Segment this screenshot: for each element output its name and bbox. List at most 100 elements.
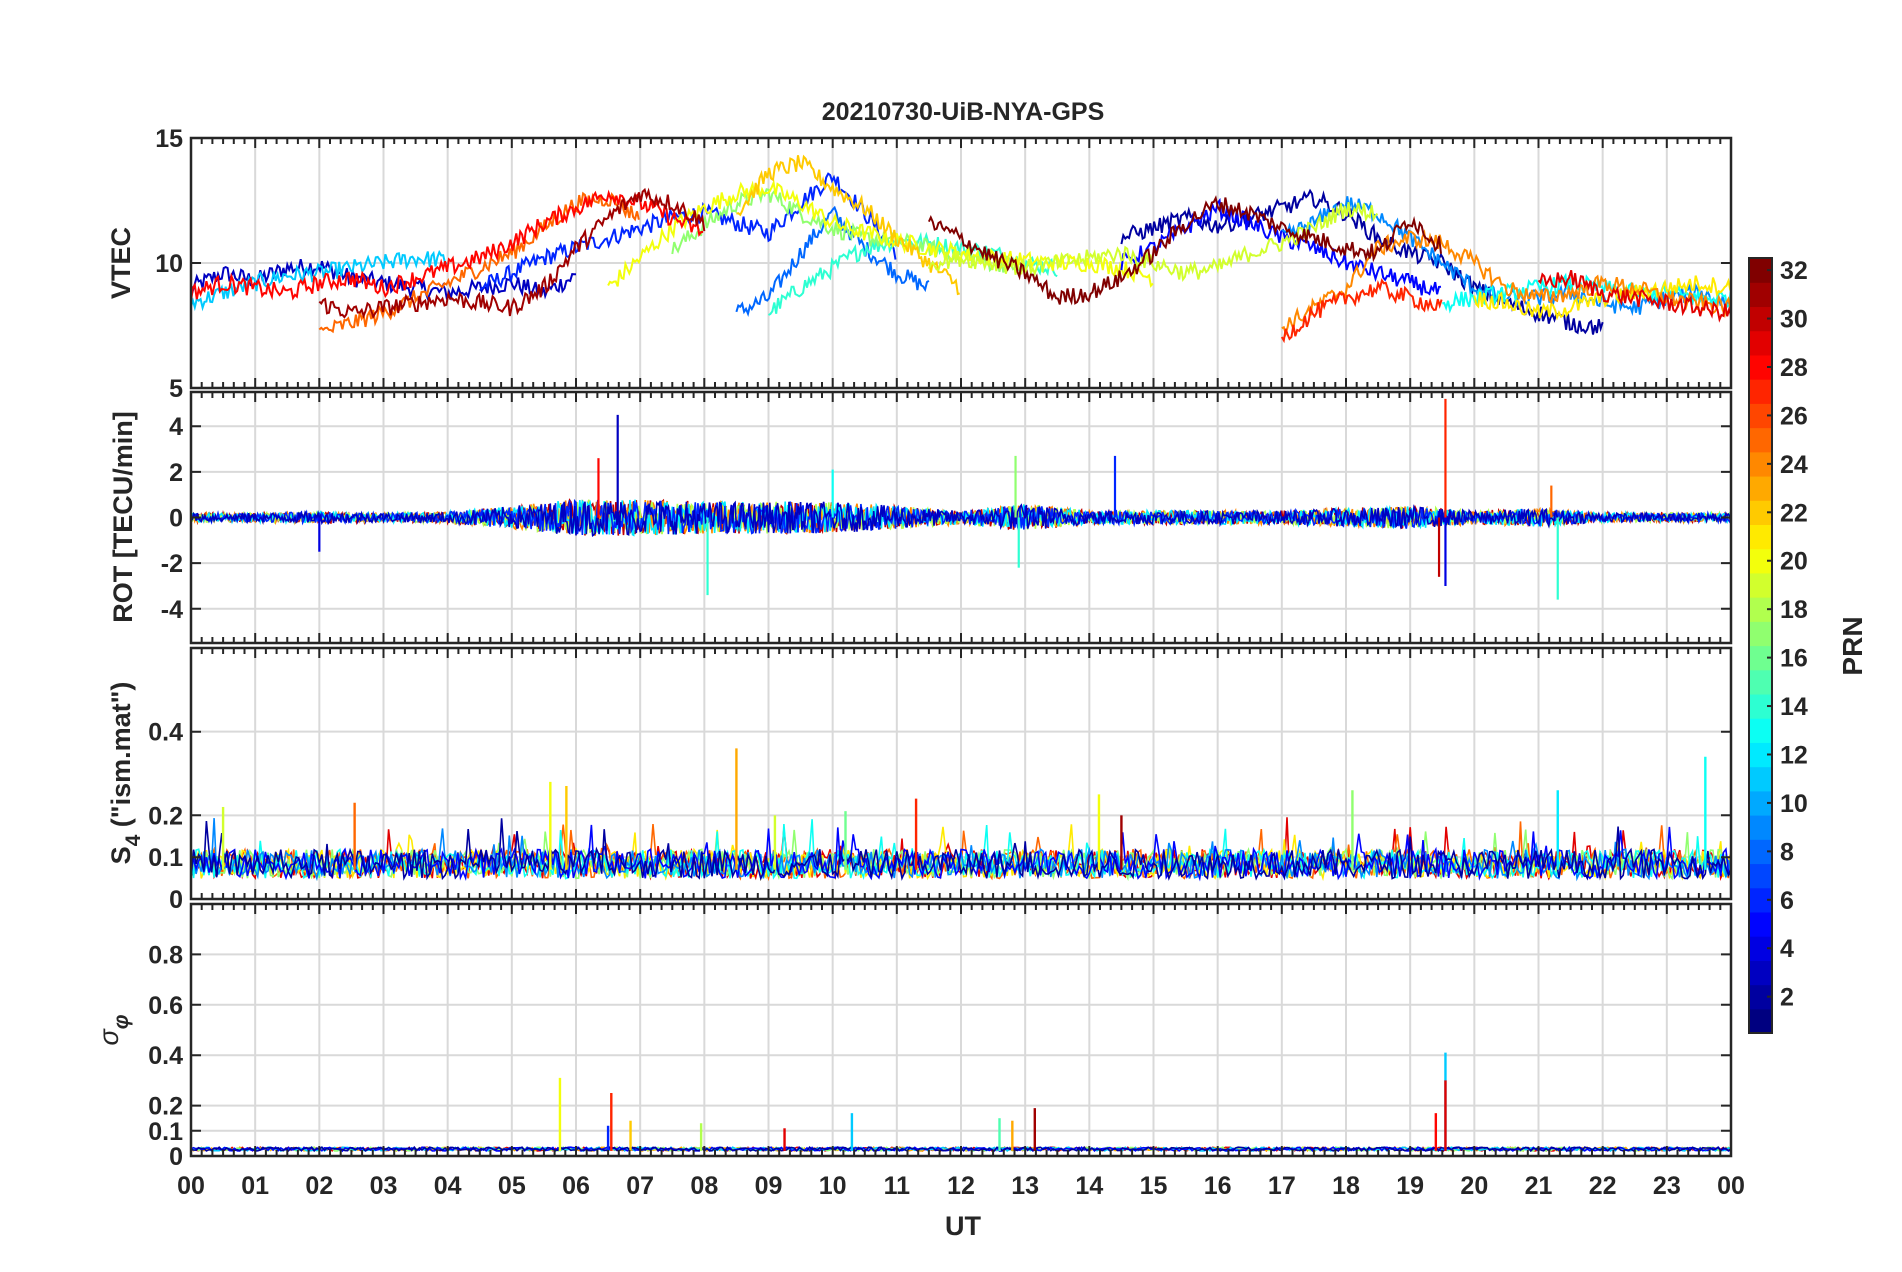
x-tick-label: 23 <box>1653 1172 1681 1200</box>
s4-series-prn-5 <box>191 824 1731 882</box>
colorbar-tick-label: 24 <box>1780 451 1808 479</box>
colorbar-segment <box>1749 282 1772 308</box>
colorbar-tick-label: 30 <box>1780 306 1808 334</box>
sigma-y-axis-label-main: σ <box>94 1028 124 1046</box>
x-tick-label: 01 <box>241 1172 269 1200</box>
vtec-y-ticks <box>191 137 1731 389</box>
x-tick-label: 15 <box>1140 1172 1168 1200</box>
colorbar-segment <box>1749 306 1772 332</box>
colorbar-segment <box>1749 330 1772 356</box>
vtec-series-prn-31 <box>318 187 706 319</box>
rot-y-tick-label: 4 <box>169 413 183 441</box>
s4-series-prn-2 <box>191 818 1731 881</box>
x-tick-label: 20 <box>1460 1172 1488 1200</box>
colorbar-tick-label: 28 <box>1780 354 1808 382</box>
colorbar-segment <box>1749 500 1772 526</box>
rot-y-tick-label: -4 <box>161 596 183 624</box>
rot-data <box>191 398 1731 600</box>
colorbar-segment <box>1749 766 1772 792</box>
vtec-series-prn-28 <box>191 189 704 302</box>
vtec-series-prn-32 <box>927 195 1442 306</box>
x-tick-label: 09 <box>755 1172 783 1200</box>
sigma-y-tick-label: 0 <box>169 1143 183 1171</box>
vtec-y-tick-label: 5 <box>169 375 183 403</box>
colorbar-tick-label: 6 <box>1780 887 1794 915</box>
x-tick-label: 10 <box>819 1172 847 1200</box>
x-tick-label: 19 <box>1396 1172 1424 1200</box>
colorbar-segment <box>1749 911 1772 937</box>
colorbar-segment <box>1749 984 1772 1010</box>
colorbar-segment <box>1749 475 1772 501</box>
x-tick-label: 14 <box>1075 1172 1103 1200</box>
panel-s4: 00.10.20.4S4 ("ism.mat") <box>106 646 1733 914</box>
colorbar-tick-label: 10 <box>1780 790 1808 818</box>
sigma-y-ticks <box>191 953 1731 1157</box>
x-tick-label: 07 <box>626 1172 654 1200</box>
x-tick-label: 03 <box>370 1172 398 1200</box>
sigma-y-axis-label: σφ <box>94 1014 133 1045</box>
colorbar-segment <box>1749 839 1772 865</box>
colorbar-tick-label: 32 <box>1780 257 1808 285</box>
x-tick-label: 11 <box>884 1172 911 1200</box>
colorbar-segment <box>1749 718 1772 743</box>
colorbar-segment <box>1749 379 1772 404</box>
s4-y-axis-label-main: S <box>106 846 136 864</box>
vtec-series-prn-19 <box>927 202 1379 282</box>
colorbar-tick-label: 26 <box>1780 402 1808 430</box>
rot-series-prn-3 <box>191 500 1731 538</box>
sigma-y-tick-label: 0.6 <box>148 992 183 1020</box>
colorbar-label: PRN <box>1837 616 1868 675</box>
s4-data <box>191 748 1731 882</box>
colorbar-segment <box>1749 451 1772 477</box>
rot-y-tick-label: -2 <box>161 550 183 578</box>
vtec-series-prn-11 <box>191 249 448 312</box>
rot-y-axis-label: ROT [TECU/min] <box>108 411 138 622</box>
vtec-series-prn-13 <box>1442 272 1731 314</box>
sigma-y-axis-label-sub: φ <box>110 1014 133 1029</box>
s4-y-axis-label: S4 ("ism.mat") <box>106 682 145 865</box>
sigma-y-tick-label: 0.4 <box>148 1042 183 1070</box>
x-axis-label: UT <box>945 1211 981 1241</box>
s4-y-axis-label-sub: 4 <box>122 834 145 846</box>
colorbar-segment <box>1749 572 1772 598</box>
colorbar-segment <box>1749 621 1772 647</box>
vtec-x-ticks <box>190 138 1732 388</box>
sigma-y-tick-label: 0.1 <box>148 1118 183 1146</box>
colorbar-tick-label: 2 <box>1780 984 1794 1012</box>
x-tick-label: 22 <box>1589 1172 1617 1200</box>
colorbar-segment <box>1749 693 1772 719</box>
panel-rot: -4 -2 0 2 4 ROT [TECU/min] <box>108 390 1733 645</box>
colorbar-segment <box>1749 1008 1772 1034</box>
sigma-y-tick-label: 0.8 <box>148 941 183 969</box>
rot-y-tick-label: 0 <box>169 505 183 533</box>
colorbar-segment <box>1749 790 1772 816</box>
colorbar-segment <box>1749 669 1772 695</box>
colorbar-segment <box>1749 548 1772 574</box>
colorbar-segment <box>1749 742 1772 768</box>
colorbar-tick-label: 12 <box>1780 741 1808 769</box>
vtec-series-prn-8 <box>735 205 930 318</box>
vtec-y-tick-label: 10 <box>155 250 183 278</box>
x-tick-label: 16 <box>1204 1172 1232 1200</box>
panel-vtec: 5 10 15 VTEC <box>106 125 1733 403</box>
colorbar-segment <box>1749 645 1772 671</box>
vtec-series-prn-27 <box>1280 278 1443 344</box>
colorbar-segment <box>1749 427 1772 453</box>
vtec-y-tick-label: 15 <box>155 125 183 153</box>
x-tick-label: 12 <box>947 1172 975 1200</box>
sigma-y-tick-label: 0.2 <box>148 1093 183 1121</box>
colorbar-tick-label: 4 <box>1780 935 1794 963</box>
vtec-series-prn-20 <box>607 179 1154 288</box>
sigma-grid <box>190 904 1732 1157</box>
colorbar-tick-label: 20 <box>1780 548 1808 576</box>
x-tick-label: 00 <box>1717 1172 1745 1200</box>
sigma-x-ticks <box>190 904 1732 1156</box>
colorbar-frame <box>1748 257 1773 1034</box>
x-tick-label: 18 <box>1332 1172 1360 1200</box>
colorbar-segment <box>1749 354 1772 380</box>
vtec-series-prn-2 <box>1120 188 1604 335</box>
x-tick-label: 06 <box>562 1172 590 1200</box>
colorbar-segment <box>1749 597 1772 622</box>
